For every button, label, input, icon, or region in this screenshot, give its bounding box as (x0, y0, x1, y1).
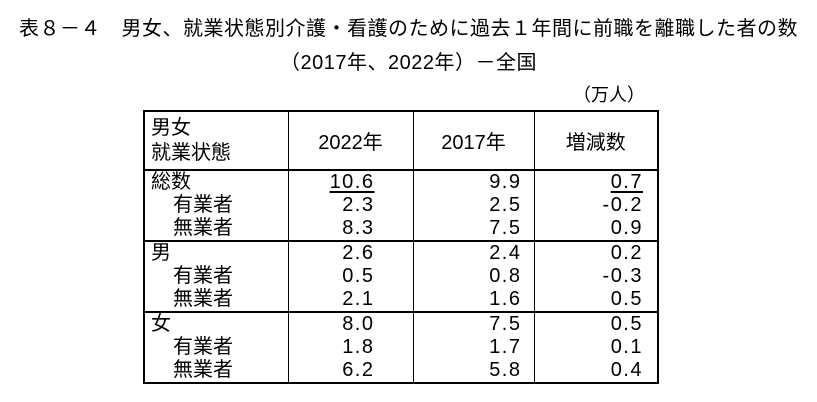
row-label: 有業者 (173, 194, 233, 216)
value-2017: 9.9 (412, 170, 534, 194)
value-2022: 2.3 (287, 194, 413, 217)
value-2017: 0.8 (412, 265, 534, 288)
value-2017: 1.6 (412, 288, 534, 312)
table-row: 無業者 8.3 7.5 0.9 (144, 217, 658, 241)
header-cell-category: 男女 就業状態 (144, 111, 288, 171)
value-2017: 5.8 (412, 359, 534, 383)
value-change: 0.5 (533, 311, 658, 336)
header-category-line2: 就業状態 (151, 141, 231, 164)
statistics-table: 男女 就業状態 2022年 2017年 増減数 総数 10.6 9.9 0.7 … (143, 110, 659, 384)
value-change: 0.4 (533, 359, 658, 383)
unit-label: （万人） (573, 85, 645, 105)
table-row-female: 女 8.0 7.5 0.5 (144, 311, 658, 336)
table-row: 有業者 1.8 1.7 0.1 (144, 336, 658, 359)
value-2017: 7.5 (412, 217, 534, 241)
value-change: -0.3 (533, 265, 658, 288)
value-2022: 8.0 (287, 311, 413, 336)
table-row-male: 男 2.6 2.4 0.2 (144, 240, 658, 265)
value-2022: 8.3 (287, 217, 413, 241)
value-change: 0.7 (533, 170, 658, 194)
table-row-total: 総数 10.6 9.9 0.7 (144, 170, 658, 194)
header-row: 男女 就業状態 2022年 2017年 増減数 (144, 111, 658, 171)
row-label: 無業者 (173, 217, 233, 239)
value-change: 0.5 (533, 288, 658, 312)
value-change: -0.2 (533, 194, 658, 217)
page-title-line2: （2017年、2022年）－全国 (280, 52, 537, 74)
table-row: 無業者 2.1 1.6 0.5 (144, 288, 658, 312)
row-label: 女 (144, 311, 288, 336)
page-title-line1: 表８－４ 男女、就業状態別介護・看護のために過去１年間に前職を離職した者の数 (19, 18, 798, 40)
value-2017: 2.4 (412, 240, 534, 265)
header-cell-2022: 2022年 (287, 111, 413, 171)
row-label: 総数 (151, 171, 191, 193)
header-category-line1: 男女 (151, 116, 191, 139)
value-2022: 2.6 (287, 240, 413, 265)
value-2022: 1.8 (287, 336, 413, 359)
table-row: 有業者 2.3 2.5 -0.2 (144, 194, 658, 217)
value-2022: 0.5 (287, 265, 413, 288)
value-2022: 2.1 (287, 288, 413, 312)
value-2017: 2.5 (412, 194, 534, 217)
table-row: 無業者 6.2 5.8 0.4 (144, 359, 658, 383)
row-label: 無業者 (173, 359, 233, 381)
row-label: 有業者 (173, 336, 233, 358)
row-label: 有業者 (173, 265, 233, 287)
value-change: 0.1 (533, 336, 658, 359)
value-2017: 7.5 (412, 311, 534, 336)
table-row: 有業者 0.5 0.8 -0.3 (144, 265, 658, 288)
value-change: 0.2 (533, 240, 658, 265)
header-cell-change: 増減数 (533, 111, 658, 171)
value-2022: 10.6 (287, 170, 413, 194)
row-label: 男 (144, 240, 288, 265)
row-label: 無業者 (173, 288, 233, 310)
value-2017: 1.7 (412, 336, 534, 359)
value-change: 0.9 (533, 217, 658, 241)
header-cell-2017: 2017年 (412, 111, 534, 171)
value-2022: 6.2 (287, 359, 413, 383)
